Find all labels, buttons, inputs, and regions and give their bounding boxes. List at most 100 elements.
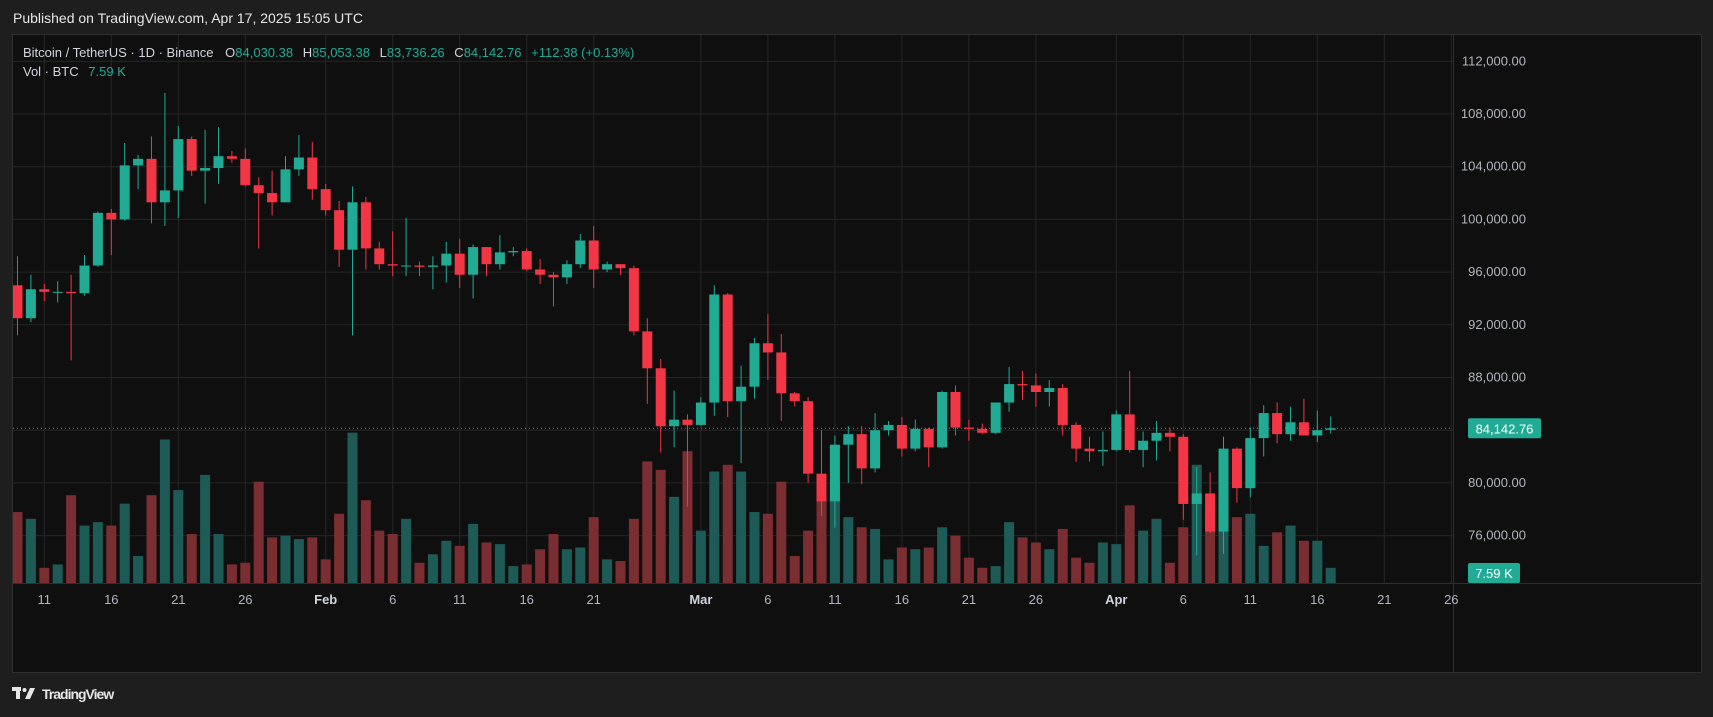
volume-bar	[990, 566, 1001, 583]
brand-name[interactable]: TradingView	[42, 686, 114, 702]
candle	[695, 397, 706, 427]
candle-body	[521, 251, 532, 270]
price-tick-label: 100,000.00	[1461, 211, 1526, 226]
candle	[682, 414, 693, 507]
candle	[468, 244, 479, 299]
volume-bar	[253, 481, 264, 583]
chart-panel[interactable]: 112,000.00 108,000.00 104,000.00 100,000.00…	[12, 34, 1702, 673]
candle	[1285, 406, 1296, 441]
candle-body	[561, 264, 572, 278]
candle-body	[186, 139, 197, 171]
candle	[374, 241, 385, 270]
volume-bar	[521, 564, 532, 583]
candle	[119, 143, 130, 221]
candle	[106, 208, 117, 255]
volume-bar	[615, 561, 626, 583]
candle-body	[133, 158, 144, 166]
volume-bar	[829, 485, 840, 583]
candle	[92, 211, 103, 267]
volume-bar	[561, 549, 572, 583]
candle-body	[1231, 448, 1242, 489]
candlestick-chart[interactable]: 112,000.00 108,000.00 104,000.00 100,000.00…	[13, 35, 1701, 672]
candle-body	[253, 185, 264, 194]
candle	[133, 154, 144, 190]
volume-bar	[1124, 505, 1135, 583]
volume-bar	[240, 562, 251, 583]
volume-row: Vol · BTC 7.59 K	[23, 64, 634, 79]
volume-bar	[508, 566, 519, 583]
time-tick-label: 11	[38, 592, 52, 607]
candle	[575, 233, 586, 269]
candle-body	[1178, 436, 1189, 504]
volume-bar	[293, 539, 304, 583]
candle	[481, 247, 492, 277]
volume-bar	[937, 527, 948, 583]
volume-bar	[1258, 545, 1269, 583]
candle-body	[762, 343, 773, 353]
volume-badge	[1468, 563, 1520, 583]
candle-body	[213, 156, 224, 169]
candle	[1178, 434, 1189, 520]
candle	[186, 136, 197, 176]
candle-body	[307, 157, 318, 190]
change-value: +112.38 (+0.13%)	[531, 45, 635, 60]
volume-bar	[213, 534, 224, 583]
volume-bar	[1111, 544, 1122, 583]
candle-body	[293, 157, 304, 170]
candle-body	[1218, 448, 1229, 532]
candle-body	[1205, 493, 1216, 532]
candle	[253, 177, 264, 249]
candle	[1138, 431, 1149, 468]
candle	[1245, 427, 1256, 498]
volume-bar	[52, 564, 63, 583]
volume-bar	[816, 486, 827, 583]
volume-bar	[1004, 522, 1015, 583]
volume-bar	[870, 528, 881, 583]
volume-bar	[414, 562, 425, 583]
time-tick-label: Apr	[1105, 592, 1127, 607]
volume-bar	[401, 518, 412, 583]
candle	[360, 197, 371, 270]
price-tick-label: 76,000.00	[1468, 528, 1526, 543]
candle	[870, 413, 881, 473]
candle-body	[816, 473, 827, 502]
candle	[642, 318, 653, 404]
candle	[320, 183, 331, 216]
candle	[213, 127, 224, 184]
candle-body	[173, 139, 184, 191]
candle	[173, 125, 184, 219]
candle	[602, 261, 613, 273]
volume-bar	[1151, 518, 1162, 583]
volume-bar	[789, 555, 800, 583]
candle-body	[963, 427, 974, 429]
time-tick-label: 6	[764, 592, 771, 607]
candle-body	[937, 391, 948, 448]
volume-bar	[1057, 528, 1068, 583]
time-tick-label: 11	[1244, 592, 1258, 607]
candle	[1017, 370, 1028, 400]
volume-bar	[762, 513, 773, 583]
time-axis: 11 16 21 26 Feb 6 11 16 21 Mar 6 11 16 21 26 Apr 6 11 16 21…	[38, 592, 1459, 607]
candle-body	[387, 264, 398, 266]
candle-body	[695, 402, 706, 425]
candle	[307, 141, 318, 200]
candle-body	[883, 424, 894, 431]
candle-body	[25, 289, 36, 319]
candle	[414, 261, 425, 277]
candle-body	[1312, 430, 1323, 436]
candle	[1272, 402, 1283, 444]
candle	[401, 218, 412, 277]
volume-bar	[334, 513, 345, 583]
candle-body	[1298, 422, 1309, 436]
time-tick-label: 26	[1444, 592, 1458, 607]
volume-bar	[548, 534, 559, 583]
candle-body	[789, 393, 800, 402]
volume-bar	[39, 567, 50, 583]
volume-bar	[320, 559, 331, 583]
candle-body	[481, 247, 492, 265]
last-price-badge-label: 84,142.76	[1476, 421, 1534, 436]
volume-bar	[1097, 542, 1108, 583]
time-tick-label: 11	[828, 592, 842, 607]
candle-body	[1285, 422, 1296, 435]
candle-body	[1017, 384, 1028, 386]
